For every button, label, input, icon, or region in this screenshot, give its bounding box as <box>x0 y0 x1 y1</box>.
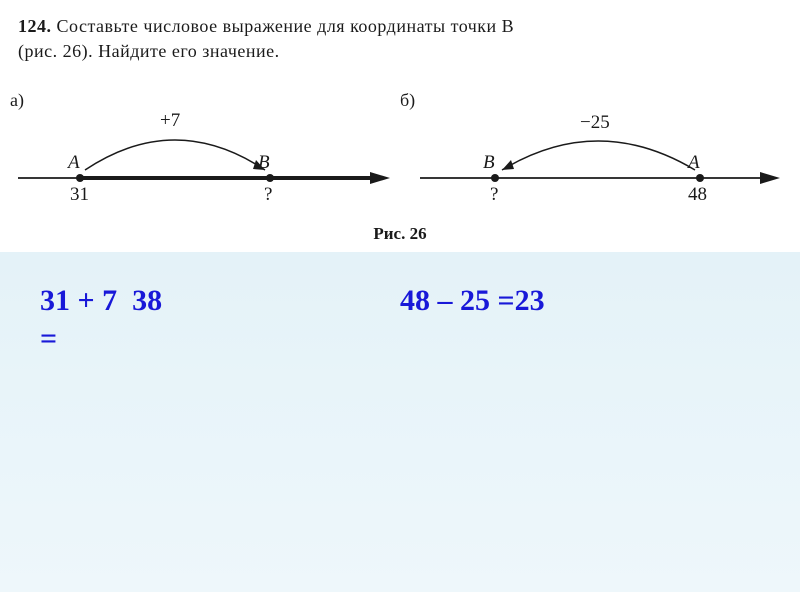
answer-a: 31 + 7 38 = <box>40 282 400 357</box>
problem-statement: 124. Составьте числовое выражение для ко… <box>0 0 800 72</box>
pointB-b-label: B <box>483 152 495 173</box>
subpart-b-label: б) <box>400 90 415 111</box>
answer-area: 31 + 7 38 = 48 – 25 =23 <box>0 252 800 592</box>
pointA-value: 31 <box>70 184 89 205</box>
pointB-b-value: ? <box>490 184 498 205</box>
answer-a-col: 31 + 7 38 = <box>40 282 400 562</box>
answer-b: 48 – 25 =23 <box>400 282 760 320</box>
pointA-b-value: 48 <box>688 184 707 205</box>
figure-caption: Рис. 26 <box>0 224 800 252</box>
pointA-b-label: A <box>686 152 700 173</box>
answer-b-col: 48 – 25 =23 <box>400 282 760 562</box>
numberline-b: B ? A 48 −25 <box>400 90 790 220</box>
arc-a-label: +7 <box>160 110 180 131</box>
problem-line1: Составьте числовое выражение для координ… <box>57 16 515 36</box>
pointA-label: A <box>66 152 80 173</box>
figure-a: а) A 31 B ? +7 <box>10 90 400 220</box>
figures-row: а) A 31 B ? +7 <box>0 72 800 224</box>
numberline-a: A 31 B ? +7 <box>10 90 400 220</box>
arc-b-label: −25 <box>580 112 610 133</box>
figure-b: б) B ? A 48 −25 <box>400 90 790 220</box>
problem-number: 124. <box>18 16 52 36</box>
subpart-a-label: а) <box>10 90 24 111</box>
problem-line2: (рис. 26). Найдите его значение. <box>18 39 782 64</box>
pointB-value: ? <box>264 184 272 205</box>
problem-text: 124. Составьте числовое выражение для ко… <box>18 14 782 39</box>
